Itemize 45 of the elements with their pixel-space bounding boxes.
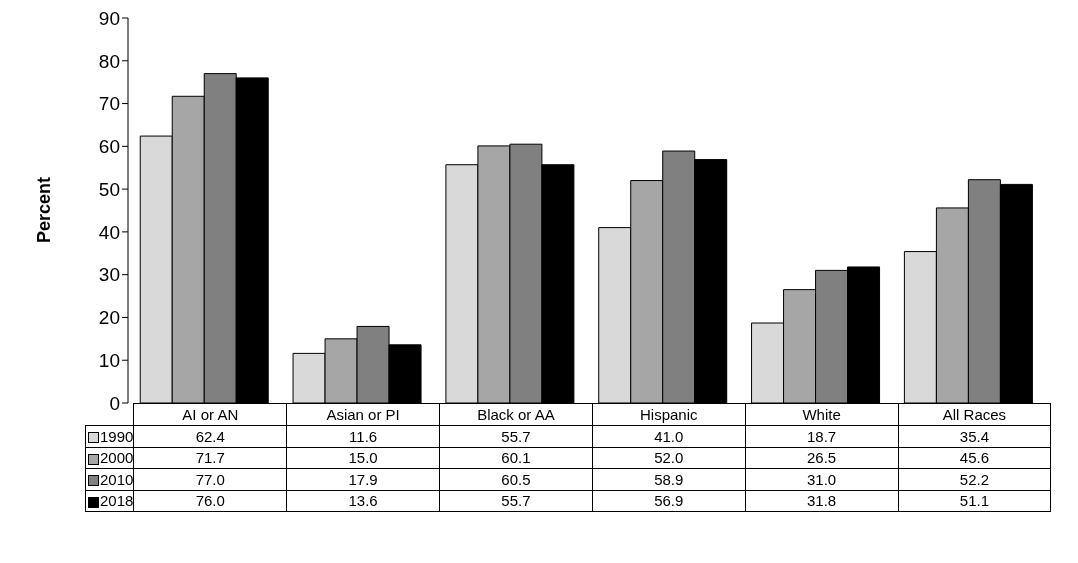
data-label: 11.6 <box>286 425 440 447</box>
data-label: 71.7 <box>133 447 287 469</box>
y-tick-label: 30 <box>98 264 120 286</box>
data-label: 62.4 <box>133 425 287 447</box>
legend-label: 1990 <box>100 427 134 445</box>
x-tick-label: Hispanic <box>592 403 746 426</box>
data-label: 60.5 <box>439 468 593 490</box>
data-label: 55.7 <box>439 425 593 447</box>
data-label: 17.9 <box>286 468 440 490</box>
x-tick-label: White <box>745 403 899 426</box>
data-label: 76.0 <box>133 490 287 512</box>
y-tick-label: 60 <box>98 136 120 158</box>
data-label: 56.9 <box>592 490 746 512</box>
data-label: 31.8 <box>745 490 899 512</box>
data-label: 51.1 <box>898 490 1051 512</box>
y-tick-label: 40 <box>98 221 120 243</box>
y-tick-label: 90 <box>98 7 120 29</box>
data-label: 31.0 <box>745 468 899 490</box>
data-label: 58.9 <box>592 468 746 490</box>
legend-label: 2010 <box>100 470 134 488</box>
data-label: 52.2 <box>898 468 1051 490</box>
data-label: 15.0 <box>286 447 440 469</box>
data-label: 41.0 <box>592 425 746 447</box>
data-label: 35.4 <box>898 425 1051 447</box>
data-label: 18.7 <box>745 425 899 447</box>
data-label: 26.5 <box>745 447 899 469</box>
y-tick-label: 50 <box>98 178 120 200</box>
data-label: 77.0 <box>133 468 287 490</box>
data-label: 60.1 <box>439 447 593 469</box>
legend-label: 2000 <box>100 449 134 467</box>
legend-label: 2018 <box>100 492 134 510</box>
data-label: 55.7 <box>439 490 593 512</box>
y-tick-label: 10 <box>98 349 120 371</box>
data-label: 45.6 <box>898 447 1051 469</box>
y-tick-label: 80 <box>98 50 120 72</box>
x-tick-label: All Races <box>898 403 1051 426</box>
data-label: 13.6 <box>286 490 440 512</box>
x-tick-label: Asian or PI <box>286 403 440 426</box>
y-tick-label: 70 <box>98 93 120 115</box>
y-axis-title: Percent <box>33 176 55 244</box>
x-tick-label: Black or AA <box>439 403 593 426</box>
x-tick-label: AI or AN <box>133 403 287 426</box>
y-tick-label: 0 <box>109 392 120 414</box>
y-tick-label: 20 <box>98 307 120 329</box>
data-label: 52.0 <box>592 447 746 469</box>
